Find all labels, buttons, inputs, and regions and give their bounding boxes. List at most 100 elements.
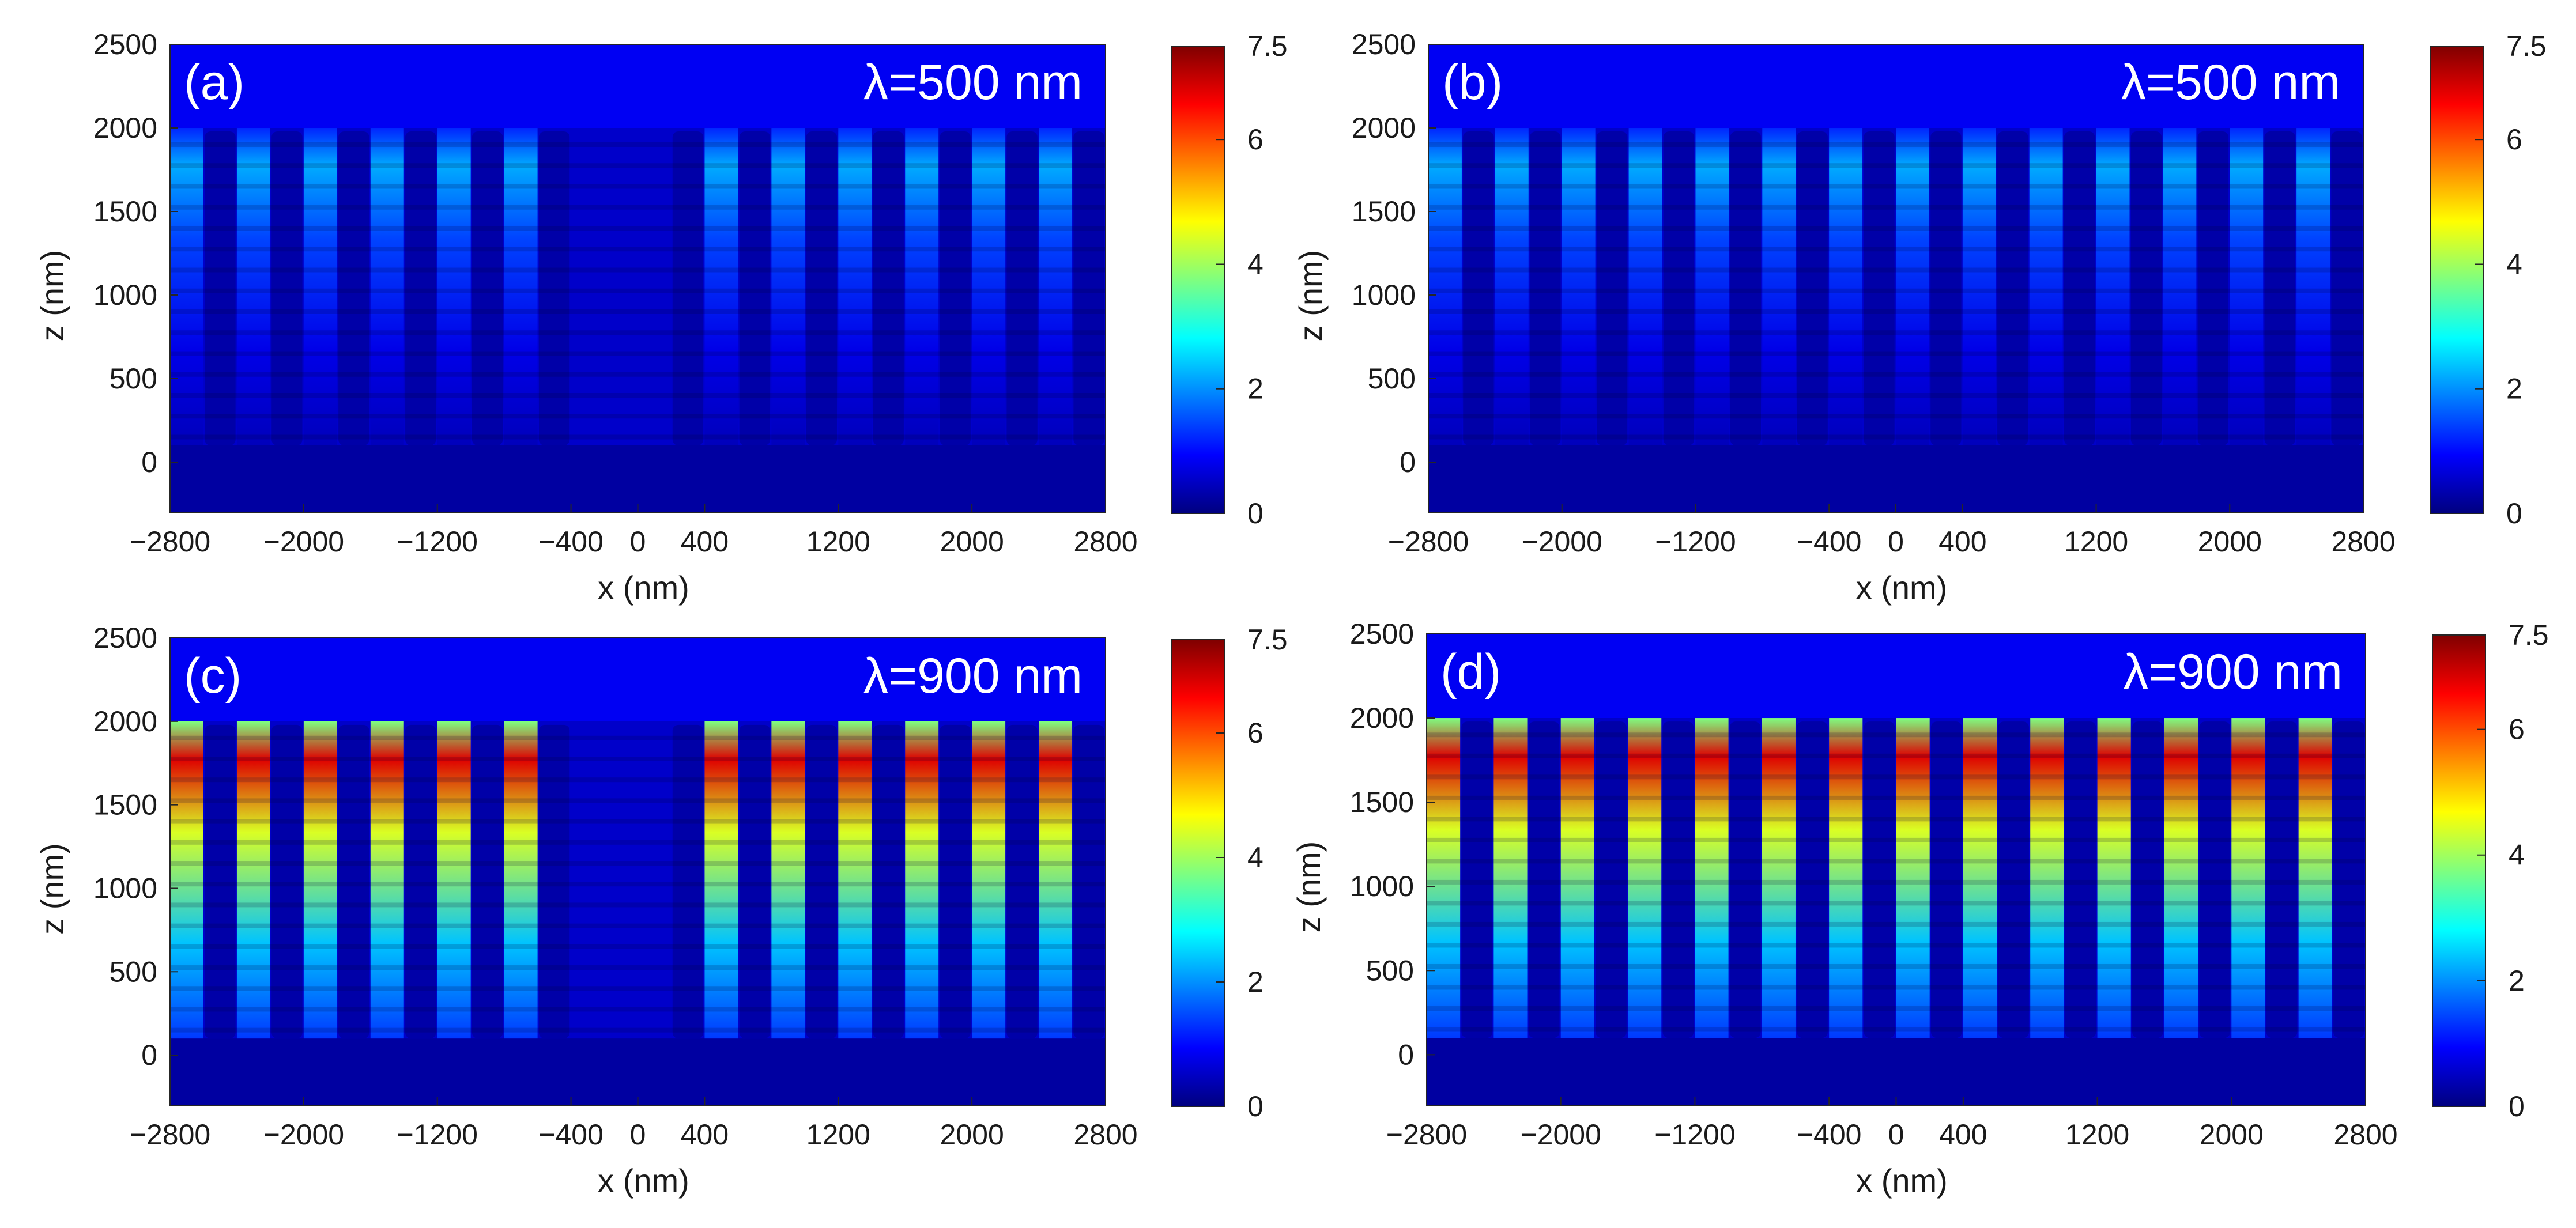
rod (2065, 721, 2096, 1038)
gap-field (771, 721, 805, 1039)
fringe (1428, 372, 2363, 377)
y-tick-label: 2500 (1350, 618, 1414, 650)
x-axis-label: x (nm) (1856, 569, 1948, 606)
fringe (1427, 963, 2366, 969)
fringe (1428, 142, 2363, 147)
rod (1663, 131, 1695, 445)
gap-field (370, 128, 404, 445)
y-axis-label: z (nm) (34, 843, 70, 935)
fringe (170, 330, 1106, 335)
rod (1797, 721, 1828, 1038)
x-tick-label: 0 (630, 1119, 646, 1151)
gap-field (1963, 718, 1997, 1038)
fringe (170, 1027, 1106, 1033)
x-tick-label: 0 (630, 526, 646, 558)
fringe (170, 819, 1106, 824)
fringe (170, 309, 1106, 314)
gap-field (1493, 718, 1528, 1038)
gap-field (905, 128, 939, 445)
gap-field (1762, 128, 1796, 445)
colorbar-tick-label: 4 (2506, 248, 2522, 280)
fringe (1427, 901, 2366, 906)
wavelength-annotation: λ=900 nm (863, 648, 1083, 704)
fringe (170, 777, 1106, 783)
fringe (170, 163, 1106, 168)
rod (1997, 131, 2028, 445)
y-tick-label: 1000 (1352, 279, 1416, 311)
x-tick-label: 2800 (2333, 1119, 2397, 1151)
rod (1530, 131, 1561, 445)
gap-field (1560, 718, 1594, 1038)
gap-field (2029, 128, 2063, 445)
panel-a-colorbar: 0 2 4 6 7.5 (1171, 30, 1288, 530)
y-tick-label: 1500 (1350, 786, 1414, 818)
gap-field (838, 721, 872, 1039)
y-tick-label: 1000 (93, 872, 157, 904)
x-axis-label: x (nm) (598, 569, 689, 606)
y-tick-label: 0 (141, 1039, 157, 1071)
x-tick-label: 0 (1888, 1119, 1904, 1151)
colorbar-tick-label: 0 (1247, 497, 1264, 530)
panel-b-superstrate (1428, 44, 2363, 128)
gap-field (1495, 128, 1529, 445)
y-tick-label: 500 (110, 955, 157, 988)
panel-label: (a) (184, 55, 244, 110)
x-tick-label: −400 (538, 1119, 604, 1151)
x-tick-label: −2000 (1521, 526, 1602, 558)
fringe (170, 351, 1106, 356)
y-axis-label: z (nm) (34, 250, 70, 342)
gap-field (1896, 718, 1930, 1038)
x-tick-label: 400 (1938, 526, 1986, 558)
gap-field (771, 128, 805, 445)
wavelength-annotation: λ=500 nm (863, 55, 1083, 110)
y-tick-label: 2000 (1350, 702, 1414, 734)
gap-field (972, 721, 1006, 1039)
y-tick-label: 2500 (1352, 28, 1416, 61)
gap-field (437, 128, 471, 445)
fringe (1428, 309, 2363, 314)
gap-field (1896, 128, 1929, 445)
colorbar-tick-label: 2 (2506, 373, 2522, 405)
gap-field (170, 721, 203, 1039)
rod (205, 131, 236, 445)
gap-field (2296, 128, 2330, 445)
fringe (1428, 267, 2363, 273)
x-tick-label: 1200 (2064, 526, 2128, 558)
fringe (1427, 1027, 2366, 1032)
rod (2199, 721, 2230, 1038)
x-tick-label: −1200 (1654, 1119, 1735, 1151)
rod (271, 724, 303, 1039)
rod (1463, 131, 1494, 445)
x-tick-label: 2000 (2200, 1119, 2264, 1151)
fringe (1427, 943, 2366, 948)
fringe (1427, 753, 2366, 758)
y-tick-label: 2000 (93, 112, 157, 144)
rod (873, 724, 904, 1039)
panel-c-heatmap (170, 638, 1106, 1105)
rod (806, 724, 837, 1039)
colorbar-ramp (1171, 46, 1225, 514)
x-tick-label: −2800 (1386, 1119, 1467, 1151)
fringe (1427, 879, 2366, 885)
gap-field (1039, 721, 1073, 1039)
gap-field (2097, 718, 2131, 1038)
fringe (1427, 732, 2366, 738)
fringe (170, 414, 1106, 419)
panel-a-superstrate (170, 44, 1106, 128)
gap-field (1628, 718, 1662, 1038)
fringe (1428, 330, 2363, 335)
rod (1730, 131, 1761, 445)
fringe (170, 184, 1106, 189)
gap-field (504, 721, 538, 1039)
rod (205, 724, 236, 1039)
rod (1528, 721, 1560, 1038)
panel-d: −2800 −2000 −1200 −400 0 400 1200 2000 2800 0 500 1… (1291, 618, 2549, 1199)
x-tick-label: −2000 (1520, 1119, 1601, 1151)
panel-d-heatmap (1427, 634, 2366, 1105)
gap-field (170, 128, 203, 445)
fringe (170, 840, 1106, 845)
x-tick-label: −400 (1797, 1119, 1862, 1151)
rod (338, 131, 369, 445)
fringe (1428, 247, 2363, 252)
